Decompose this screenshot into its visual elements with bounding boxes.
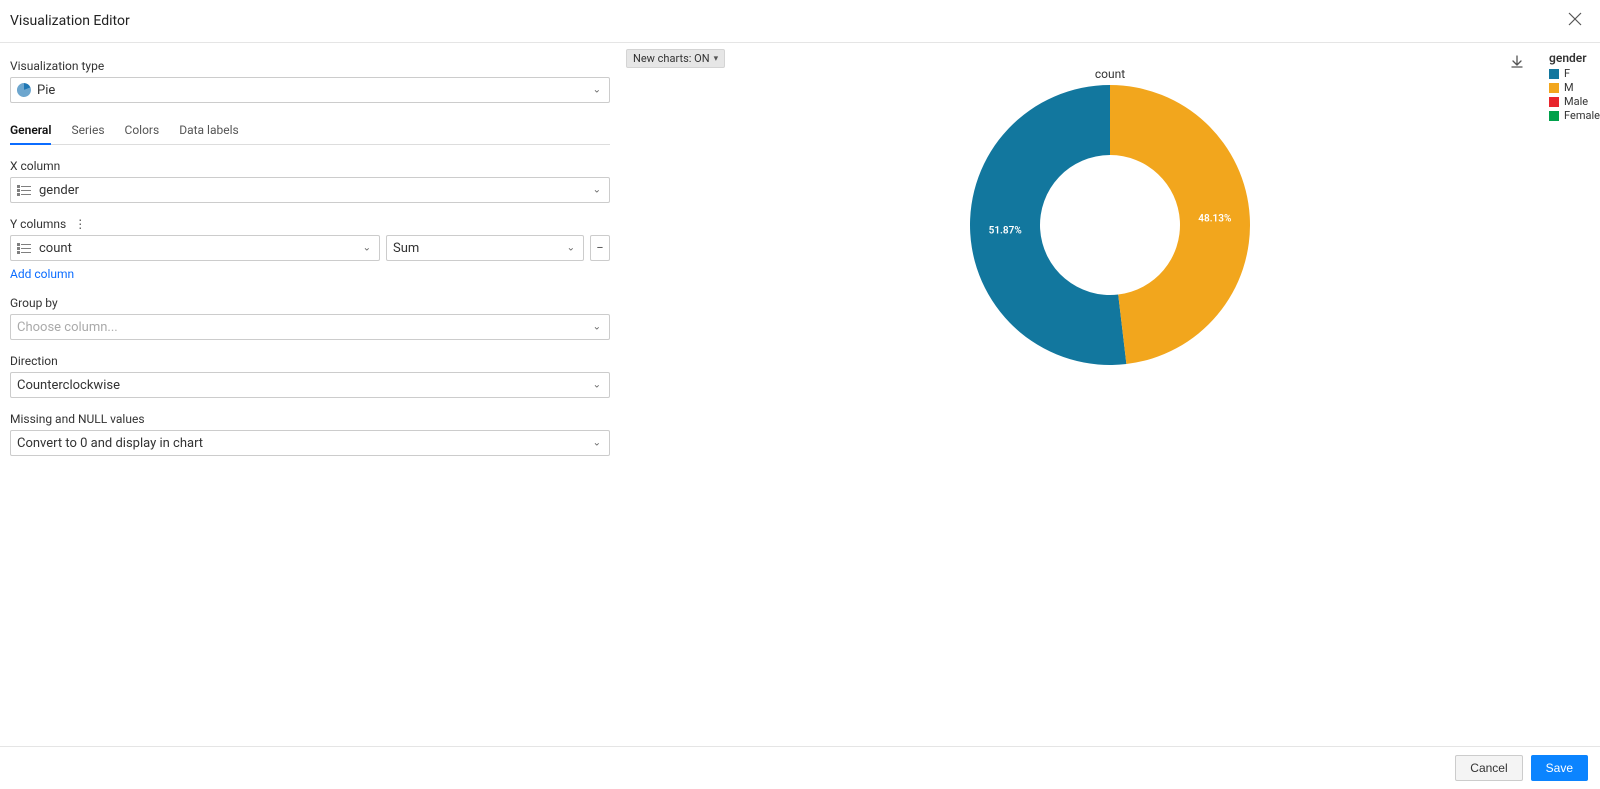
remove-y-column-button[interactable]: − [590, 235, 610, 261]
dialog-title: Visualization Editor [10, 13, 130, 29]
chevron-down-icon: ⌄ [567, 243, 575, 254]
missing-values-value: Convert to 0 and display in chart [17, 436, 203, 451]
close-button[interactable] [1564, 10, 1586, 32]
chart-container: count 51.87%48.13% [970, 67, 1250, 365]
new-charts-toggle[interactable]: New charts: ON ▾ [626, 49, 725, 68]
dialog-header: Visualization Editor [0, 0, 1600, 43]
column-icon [17, 185, 31, 196]
group-by-label: Group by [10, 296, 610, 310]
y-column-value: count [39, 241, 72, 256]
main-content: Visualization type Pie ⌄ General Series … [0, 43, 1600, 746]
x-column-label: X column [10, 159, 610, 173]
column-icon [17, 243, 31, 254]
chevron-down-icon: ⌄ [593, 438, 601, 449]
legend-item[interactable]: F [1549, 67, 1600, 80]
missing-values-field: Missing and NULL values Convert to 0 and… [10, 412, 610, 456]
x-column-select[interactable]: gender ⌄ [10, 177, 610, 203]
add-y-column-link[interactable]: Add column [10, 267, 74, 281]
group-by-field: Group by Choose column... ⌄ [10, 296, 610, 340]
pie-slice[interactable] [1110, 85, 1250, 364]
chevron-down-icon: ⌄ [363, 243, 371, 254]
legend-label: M [1564, 81, 1574, 94]
chart-legend: gender FMMaleFemale [1549, 51, 1600, 123]
pie-slice[interactable] [970, 85, 1126, 365]
legend-swatch [1549, 111, 1559, 121]
direction-field: Direction Counterclockwise ⌄ [10, 354, 610, 398]
y-columns-field: Y columns ⋮ count ⌄ Sum ⌄ [10, 217, 610, 282]
close-icon [1568, 12, 1582, 26]
direction-value: Counterclockwise [17, 378, 120, 393]
x-column-value: gender [39, 183, 79, 198]
legend-item[interactable]: Male [1549, 95, 1600, 108]
group-by-placeholder: Choose column... [17, 320, 118, 335]
y-columns-label: Y columns [10, 217, 66, 231]
legend-swatch [1549, 83, 1559, 93]
missing-values-label: Missing and NULL values [10, 412, 610, 426]
y-columns-menu-button[interactable]: ⋮ [74, 218, 87, 230]
preview-panel: New charts: ON ▾ gender FMMaleFemale cou… [620, 43, 1600, 746]
chart-title: count [970, 67, 1250, 81]
tab-colors[interactable]: Colors [125, 117, 160, 145]
legend-title: gender [1549, 51, 1600, 65]
legend-label: Female [1564, 109, 1600, 122]
cancel-button[interactable]: Cancel [1455, 755, 1522, 781]
legend-swatch [1549, 97, 1559, 107]
chevron-down-icon: ⌄ [593, 185, 601, 196]
y-aggregation-select[interactable]: Sum ⌄ [386, 235, 584, 261]
viz-type-value: Pie [37, 83, 55, 98]
dialog-footer: Cancel Save [0, 746, 1600, 789]
pie-icon [17, 83, 31, 97]
y-aggregation-value: Sum [393, 241, 419, 256]
x-column-field: X column gender ⌄ [10, 159, 610, 203]
download-icon [1510, 55, 1524, 69]
config-tabs: General Series Colors Data labels [10, 117, 610, 145]
download-button[interactable] [1510, 55, 1524, 73]
direction-label: Direction [10, 354, 610, 368]
caret-down-icon: ▾ [714, 54, 719, 64]
viz-type-label: Visualization type [10, 59, 610, 73]
legend-item[interactable]: Female [1549, 109, 1600, 122]
group-by-select[interactable]: Choose column... ⌄ [10, 314, 610, 340]
y-column-select[interactable]: count ⌄ [10, 235, 380, 261]
legend-label: Male [1564, 95, 1588, 108]
chevron-down-icon: ⌄ [593, 322, 601, 333]
legend-label: F [1564, 67, 1570, 80]
chevron-down-icon: ⌄ [593, 85, 601, 96]
legend-item[interactable]: M [1549, 81, 1600, 94]
y-column-row: count ⌄ Sum ⌄ − [10, 235, 610, 261]
save-button[interactable]: Save [1531, 755, 1588, 781]
toggle-label: New charts: ON [633, 52, 710, 65]
tab-general[interactable]: General [10, 117, 51, 145]
direction-select[interactable]: Counterclockwise ⌄ [10, 372, 610, 398]
donut-chart: 51.87%48.13% [970, 85, 1250, 365]
legend-swatch [1549, 69, 1559, 79]
chevron-down-icon: ⌄ [593, 380, 601, 391]
viz-type-select[interactable]: Pie ⌄ [10, 77, 610, 103]
missing-values-select[interactable]: Convert to 0 and display in chart ⌄ [10, 430, 610, 456]
config-panel: Visualization type Pie ⌄ General Series … [0, 43, 620, 746]
tab-data-labels[interactable]: Data labels [179, 117, 239, 145]
minus-icon: − [596, 241, 603, 256]
viz-type-field: Visualization type Pie ⌄ [10, 59, 610, 103]
tab-series[interactable]: Series [71, 117, 104, 145]
